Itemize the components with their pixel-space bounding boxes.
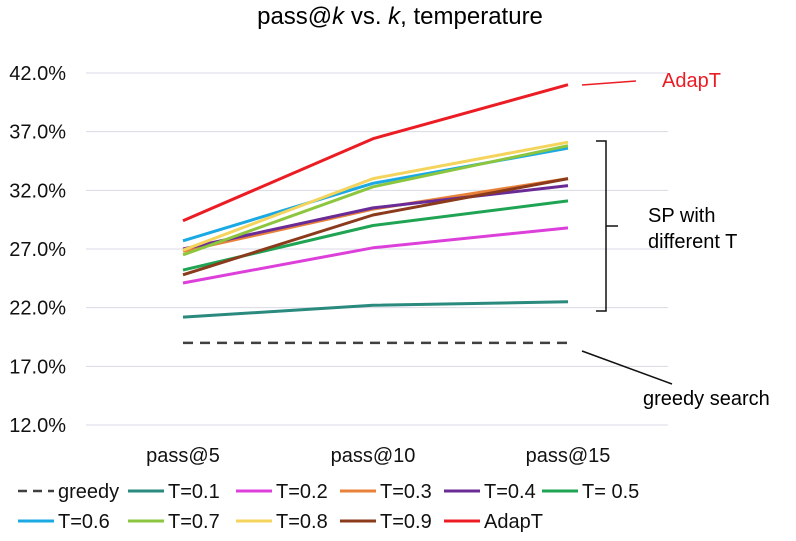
chart-title: pass@k vs. k, temperature [257, 3, 543, 30]
adapt-annotation-label: AdapT [662, 70, 721, 92]
series-line-t-0-8 [182, 140, 569, 252]
series-line-t-0-2 [182, 226, 569, 285]
legend-label: T=0.3 [380, 481, 432, 503]
title-part: vs. [344, 3, 388, 30]
series-line-t-0-7 [182, 144, 569, 257]
legend-label: T=0.2 [276, 481, 328, 503]
x-tick-label: pass@10 [331, 445, 416, 467]
gridlines [86, 72, 668, 426]
legend-label: T=0.9 [380, 511, 432, 533]
y-axis-ticks: 12.0% 17.0% 22.0% 27.0% 32.0% 37.0% 42.0% [9, 63, 66, 437]
legend-label: T=0.8 [276, 511, 328, 533]
adapt-annotation-pointer [581, 80, 637, 86]
legend-label: AdapT [484, 511, 543, 533]
legend-label: T=0.4 [484, 481, 536, 503]
series-line-adapt [182, 83, 569, 223]
title-part: k [388, 3, 402, 30]
greedy-annotation-label: greedy search [643, 388, 770, 410]
legend-label: T=0.6 [58, 511, 110, 533]
legend-label: T= 0.5 [582, 481, 639, 503]
title-part: pass@ [257, 3, 332, 30]
sp-bracket [596, 140, 618, 312]
legend-label: greedy [58, 481, 119, 503]
series-line-t-0-9 [182, 177, 569, 277]
series-lines [182, 83, 569, 345]
legend-label: T=0.7 [168, 511, 220, 533]
y-tick-label: 17.0% [9, 356, 66, 378]
x-tick-label: pass@15 [526, 445, 611, 467]
greedy-annotation-pointer [581, 350, 673, 385]
y-tick-label: 12.0% [9, 415, 66, 437]
legend: greedy T=0.1 T=0.2 T=0.3 T=0.4 T= 0.5 T=0.6 T=0… [18, 481, 639, 533]
y-tick-label: 22.0% [9, 298, 66, 320]
y-tick-label: 42.0% [9, 63, 66, 85]
y-tick-label: 32.0% [9, 180, 66, 202]
sp-annotation-line2: different T [648, 231, 737, 253]
x-axis-ticks: pass@5 pass@10 pass@15 [146, 445, 610, 467]
sp-annotation-line1: SP with [648, 205, 715, 227]
y-tick-label: 27.0% [9, 239, 66, 261]
series-line-t-0-4 [182, 184, 569, 251]
legend-label: T=0.1 [168, 481, 220, 503]
title-part: k [332, 3, 346, 30]
x-tick-label: pass@5 [146, 445, 220, 467]
y-tick-label: 37.0% [9, 122, 66, 144]
title-part: , temperature [400, 3, 543, 30]
series-line-t-0-1 [182, 300, 569, 319]
